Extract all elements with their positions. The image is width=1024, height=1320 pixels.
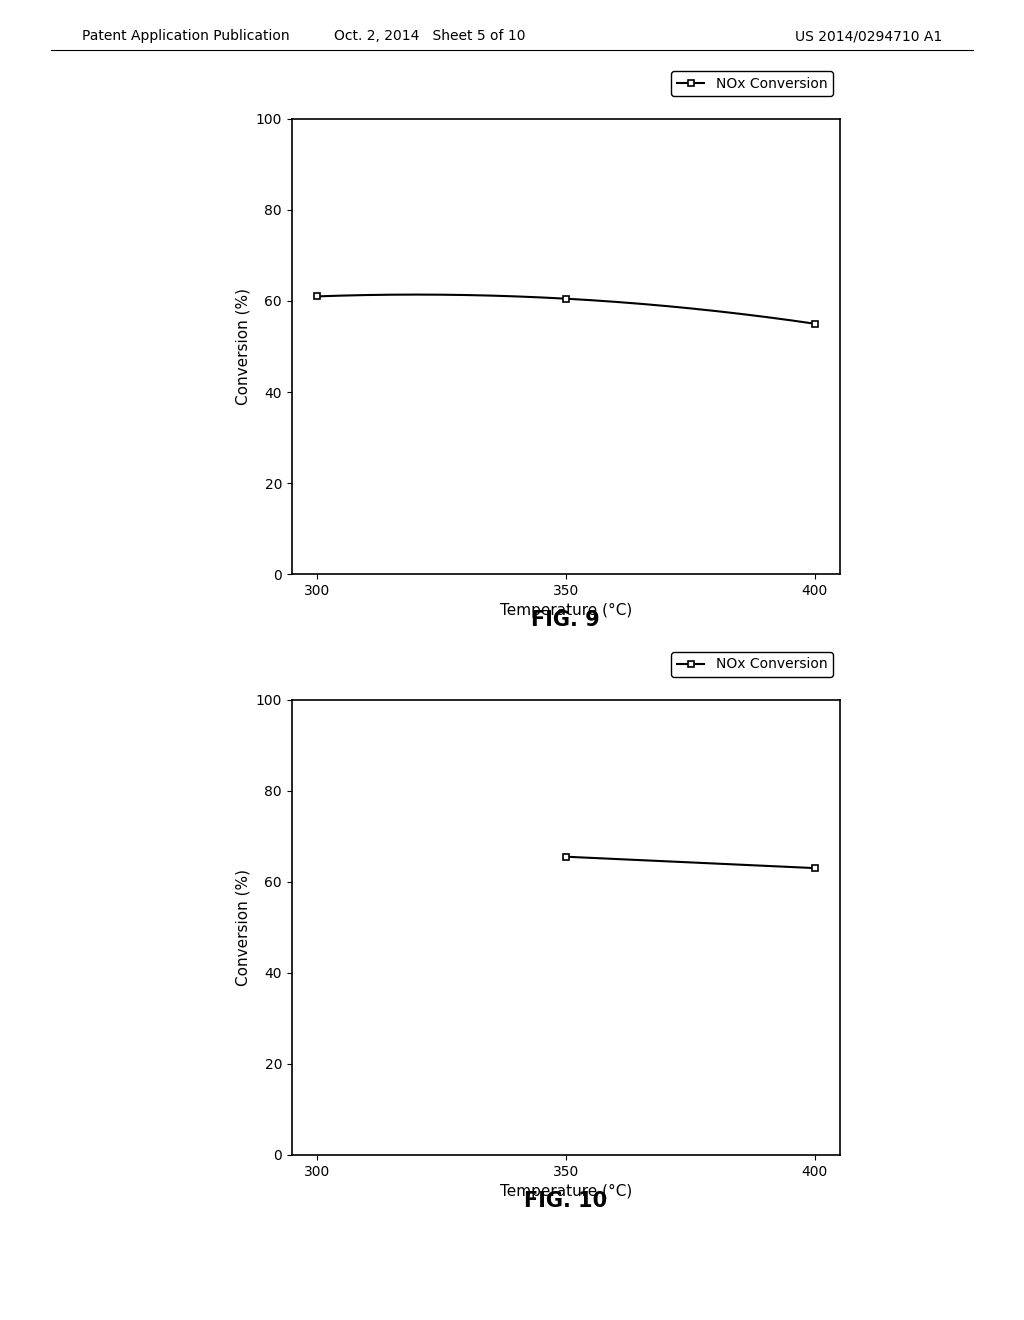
Y-axis label: Conversion (%): Conversion (%) bbox=[236, 288, 250, 405]
Text: FIG. 9: FIG. 9 bbox=[531, 610, 600, 630]
Text: FIG. 10: FIG. 10 bbox=[524, 1191, 607, 1210]
Y-axis label: Conversion (%): Conversion (%) bbox=[236, 869, 250, 986]
Legend: NOx Conversion: NOx Conversion bbox=[671, 71, 833, 96]
Text: Patent Application Publication: Patent Application Publication bbox=[82, 29, 290, 44]
X-axis label: Temperature (°C): Temperature (°C) bbox=[500, 603, 632, 619]
Legend: NOx Conversion: NOx Conversion bbox=[671, 652, 833, 677]
Text: Oct. 2, 2014   Sheet 5 of 10: Oct. 2, 2014 Sheet 5 of 10 bbox=[334, 29, 526, 44]
Text: US 2014/0294710 A1: US 2014/0294710 A1 bbox=[795, 29, 942, 44]
X-axis label: Temperature (°C): Temperature (°C) bbox=[500, 1184, 632, 1200]
